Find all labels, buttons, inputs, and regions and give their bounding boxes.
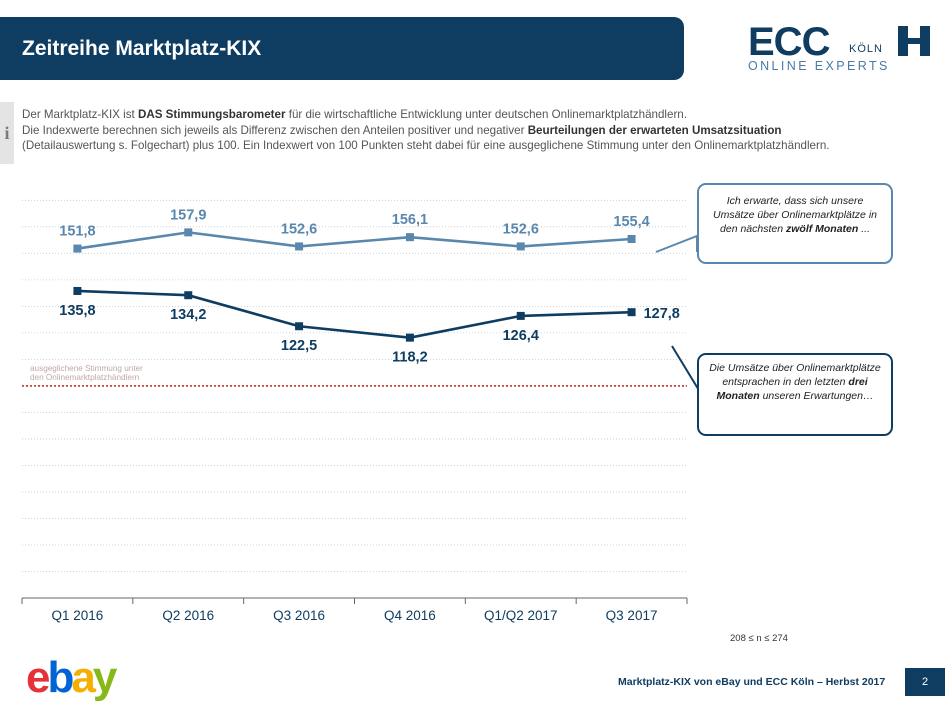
callout-expected-pointer: [655, 234, 698, 253]
ebay-letter-y: y: [92, 653, 118, 702]
x-tick-label: Q3 2016: [273, 608, 325, 623]
data-point-expected: [184, 228, 193, 237]
data-point-actual: [73, 286, 82, 295]
callout-actual-pointer: [671, 345, 701, 393]
data-label-expected: 151,8: [59, 224, 95, 240]
data-label-actual: 134,2: [170, 307, 206, 323]
footer-text: Marktplatz-KIX von eBay und ECC Köln – H…: [618, 676, 886, 688]
x-tick-label: Q2 2016: [162, 608, 214, 623]
callout-actual: Die Umsätze über Onlinemarktplätze entsp…: [697, 353, 893, 436]
x-tick-label: Q1 2016: [52, 608, 104, 623]
ecc-logo-mark: [898, 26, 930, 56]
ecc-logo-city: KÖLN: [849, 43, 883, 55]
x-tick-label: Q4 2016: [384, 608, 436, 623]
description: Der Marktplatz-KIX ist DAS Stimmungsbaro…: [22, 107, 947, 154]
ebay-letter-b: b: [47, 653, 74, 702]
ebay-letter-a: a: [71, 653, 96, 702]
data-label-actual: 118,2: [392, 350, 428, 366]
data-point-actual: [405, 333, 414, 342]
data-point-expected: [627, 235, 636, 244]
data-point-expected: [295, 242, 304, 251]
data-label-actual: 135,8: [59, 303, 95, 319]
data-point-actual: [184, 291, 193, 300]
reference-line-label: ausgeglichene Stimmung unter: [30, 364, 143, 373]
data-label-expected: 155,4: [613, 214, 649, 230]
data-label-expected: 152,6: [503, 221, 539, 237]
x-tick-label: Q3 2017: [606, 608, 658, 623]
ecc-logo-subtitle: ONLINE EXPERTS: [748, 59, 890, 73]
description-line-3: (Detailauswertung s. Folgechart) plus 10…: [22, 139, 830, 152]
data-point-expected: [73, 244, 82, 253]
callout-expected: Ich erwarte, dass sich unsere Umsätze üb…: [697, 183, 893, 264]
data-label-expected: 152,6: [281, 221, 317, 237]
description-line-1: Der Marktplatz-KIX ist DAS Stimmungsbaro…: [22, 108, 687, 121]
data-point-expected: [405, 233, 414, 242]
ecc-logo-main: ECC: [748, 20, 830, 64]
info-icon: i: [0, 102, 14, 164]
title-bar: Zeitreihe Marktplatz-KIX: [0, 17, 684, 80]
ecc-logo: ECC KÖLN ONLINE EXPERTS: [748, 20, 936, 76]
page-title: Zeitreihe Marktplatz-KIX: [22, 37, 262, 60]
ebay-logo: ebay: [26, 653, 118, 703]
data-label-expected: 156,1: [392, 212, 428, 228]
data-point-expected: [516, 242, 525, 251]
x-tick-label: Q1/Q2 2017: [484, 608, 558, 623]
data-label-actual: 127,8: [644, 306, 680, 322]
description-line-2: Die Indexwerte berechnen sich jeweils al…: [22, 123, 782, 137]
data-point-actual: [295, 322, 304, 331]
data-label-actual: 126,4: [503, 328, 539, 344]
series-line-actual: [77, 289, 632, 339]
data-point-actual: [516, 311, 525, 320]
series-line-expected: [77, 231, 632, 250]
ebay-letter-e: e: [26, 653, 51, 702]
data-label-actual: 122,5: [281, 338, 317, 354]
data-label-expected: 157,9: [170, 207, 206, 223]
sample-size-note: 208 ≤ n ≤ 274: [730, 633, 788, 644]
page-number: 2: [905, 668, 945, 696]
data-point-actual: [627, 308, 636, 317]
reference-line-label: den Onlinemarktplatzhändlern: [30, 373, 140, 382]
